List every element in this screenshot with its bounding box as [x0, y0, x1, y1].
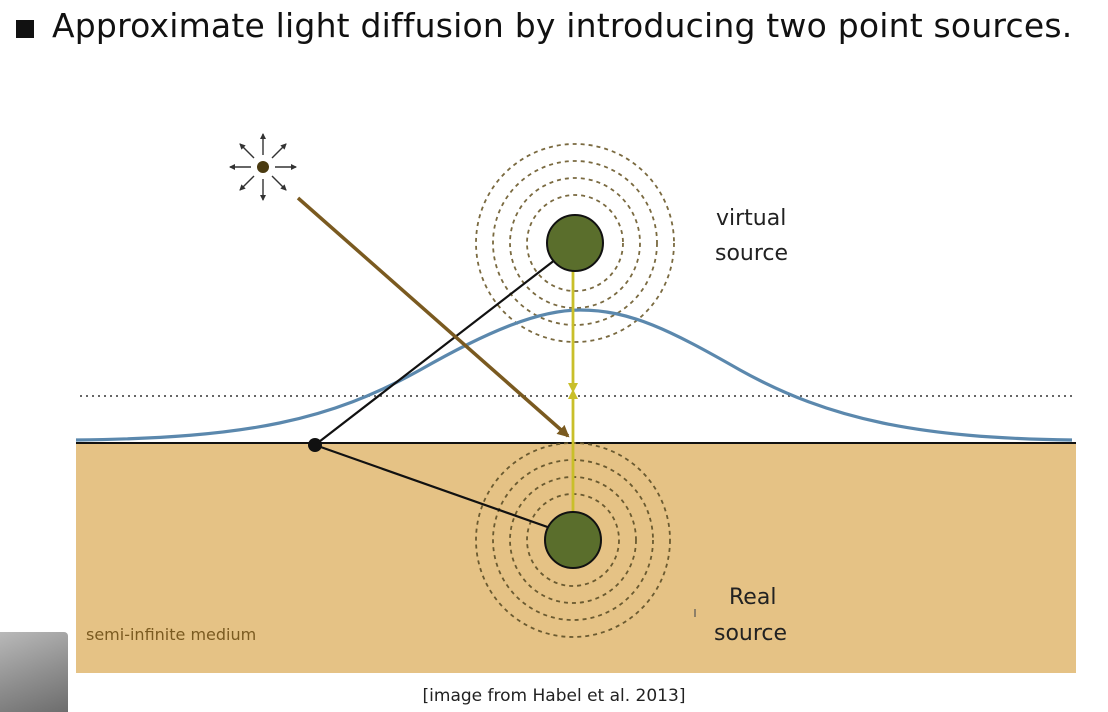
exit-to-real-line — [314, 443, 557, 532]
incident-light-ray — [296, 196, 570, 438]
bullet-marker — [16, 20, 34, 38]
exit-point — [308, 438, 322, 452]
slide-title: Approximate light diffusion by introduci… — [52, 6, 1073, 45]
diffusion-profile-curve — [75, 308, 1073, 442]
webcam-thumbnail — [0, 632, 68, 712]
image-caption: [image from Habel et al. 2013] — [422, 686, 686, 706]
virtual-source-rings — [475, 143, 675, 343]
light-source-icon — [229, 133, 297, 201]
virtual-source-label-line2: source — [715, 241, 788, 266]
exit-to-virtual-line — [314, 255, 561, 446]
real-source-label-line2: source — [714, 621, 787, 646]
virtual-source-label-line1: virtual — [716, 206, 786, 231]
real-source — [544, 511, 602, 569]
virtual-source — [546, 214, 604, 272]
real-source-label-line1: Real — [729, 585, 776, 610]
medium-label: semi-infinite medium — [86, 625, 256, 644]
